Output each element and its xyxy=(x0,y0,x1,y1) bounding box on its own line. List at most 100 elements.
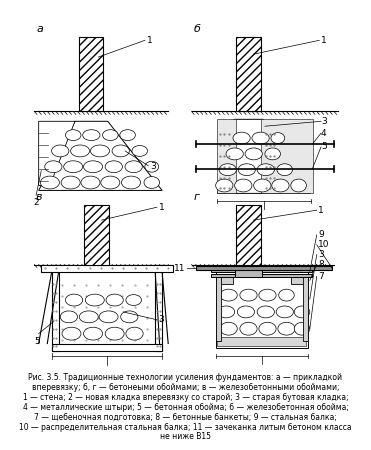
Text: 10: 10 xyxy=(318,240,330,249)
Bar xyxy=(216,277,221,341)
Ellipse shape xyxy=(245,148,262,160)
Ellipse shape xyxy=(40,176,59,189)
Text: в: в xyxy=(36,192,43,202)
Text: 1: 1 xyxy=(318,206,324,215)
Bar xyxy=(211,270,312,272)
Ellipse shape xyxy=(240,322,257,335)
Text: 1: 1 xyxy=(159,202,164,211)
Ellipse shape xyxy=(252,132,269,144)
Bar xyxy=(79,37,104,112)
Ellipse shape xyxy=(144,176,160,189)
Text: б: б xyxy=(193,24,200,34)
Text: 2: 2 xyxy=(33,198,39,207)
Ellipse shape xyxy=(126,327,143,340)
Ellipse shape xyxy=(62,327,81,340)
Ellipse shape xyxy=(216,179,233,192)
Bar xyxy=(291,276,308,284)
Bar xyxy=(217,337,306,347)
Text: 4: 4 xyxy=(321,129,326,138)
Text: а: а xyxy=(36,24,43,34)
Polygon shape xyxy=(39,122,75,185)
Text: 5: 5 xyxy=(321,143,327,152)
Ellipse shape xyxy=(83,327,102,340)
Ellipse shape xyxy=(220,322,237,335)
Ellipse shape xyxy=(278,322,295,335)
Ellipse shape xyxy=(122,176,141,189)
Ellipse shape xyxy=(240,289,257,301)
Bar xyxy=(303,277,308,341)
Ellipse shape xyxy=(105,327,124,340)
Text: 3: 3 xyxy=(321,117,327,126)
Bar xyxy=(41,265,173,272)
Bar xyxy=(52,343,162,351)
Ellipse shape xyxy=(276,306,293,318)
Text: 11: 11 xyxy=(174,264,186,273)
Ellipse shape xyxy=(65,294,83,306)
Ellipse shape xyxy=(217,306,235,318)
Bar xyxy=(216,270,308,348)
Text: Рис. 3.5. Традиционные технологии усиления фундаментов: а — прикладкой: Рис. 3.5. Традиционные технологии усилен… xyxy=(29,373,342,382)
Text: 4 — металлические штыри; 5 — бетонная обойма; 6 — железобетонная обойма;: 4 — металлические штыри; 5 — бетонная об… xyxy=(23,403,348,412)
Ellipse shape xyxy=(279,289,294,301)
Polygon shape xyxy=(217,119,311,194)
Bar xyxy=(52,265,59,351)
Text: вперевязку; б, г — бетонеыми обоймами; в — железобетонными обоймами;: вперевязку; б, г — бетонеыми обоймами; в… xyxy=(32,383,339,392)
Ellipse shape xyxy=(219,164,236,176)
Text: 3: 3 xyxy=(159,315,164,324)
Ellipse shape xyxy=(85,294,104,306)
Text: не ниже B15: не ниже B15 xyxy=(160,432,211,441)
Ellipse shape xyxy=(235,179,252,192)
Ellipse shape xyxy=(254,179,271,192)
Ellipse shape xyxy=(271,133,285,144)
Ellipse shape xyxy=(237,306,255,318)
Bar xyxy=(236,205,260,265)
Ellipse shape xyxy=(79,311,98,323)
Text: 1: 1 xyxy=(321,36,327,45)
Text: 8: 8 xyxy=(318,260,324,269)
Ellipse shape xyxy=(70,145,90,157)
Ellipse shape xyxy=(272,179,289,192)
Ellipse shape xyxy=(105,161,122,173)
Bar xyxy=(217,119,236,194)
Bar xyxy=(155,265,162,351)
Ellipse shape xyxy=(83,130,100,140)
Ellipse shape xyxy=(226,148,243,160)
Ellipse shape xyxy=(257,306,275,318)
Ellipse shape xyxy=(259,289,276,301)
Bar xyxy=(59,272,155,343)
Ellipse shape xyxy=(120,130,135,140)
Bar xyxy=(236,37,260,112)
Text: 3: 3 xyxy=(318,250,324,259)
Polygon shape xyxy=(39,122,162,190)
Ellipse shape xyxy=(112,145,129,157)
Ellipse shape xyxy=(91,145,109,157)
Bar xyxy=(211,274,312,277)
Ellipse shape xyxy=(125,161,142,173)
Ellipse shape xyxy=(102,130,118,140)
Ellipse shape xyxy=(60,311,78,323)
Text: г: г xyxy=(193,192,199,202)
Ellipse shape xyxy=(126,295,141,306)
Text: 10 — распределительная стальная балка; 11 — зачеканка литым бетоном класса: 10 — распределительная стальная балка; 1… xyxy=(19,423,352,432)
Ellipse shape xyxy=(132,145,147,156)
Bar xyxy=(85,205,109,265)
Text: 1 — стена; 2 — новая кладка вперевязку со старой; 3 — старая бутовая кладка;: 1 — стена; 2 — новая кладка вперевязку с… xyxy=(23,393,348,402)
Ellipse shape xyxy=(294,322,310,335)
Ellipse shape xyxy=(81,176,100,189)
Ellipse shape xyxy=(64,161,83,173)
Text: 1: 1 xyxy=(147,36,152,45)
Ellipse shape xyxy=(45,161,62,173)
Ellipse shape xyxy=(265,148,280,160)
Ellipse shape xyxy=(257,164,275,176)
Ellipse shape xyxy=(277,164,292,176)
Ellipse shape xyxy=(106,294,123,306)
Text: 9: 9 xyxy=(318,230,324,239)
Bar xyxy=(216,276,233,284)
Ellipse shape xyxy=(294,306,310,318)
Ellipse shape xyxy=(259,322,276,335)
Ellipse shape xyxy=(121,311,138,323)
Text: 7 — щебеночная подготовка; 8 — бетонные банкеты; 9 — стальная балка;: 7 — щебеночная подготовка; 8 — бетонные … xyxy=(34,413,337,422)
Ellipse shape xyxy=(83,161,102,173)
Ellipse shape xyxy=(52,145,69,157)
Ellipse shape xyxy=(220,289,237,301)
